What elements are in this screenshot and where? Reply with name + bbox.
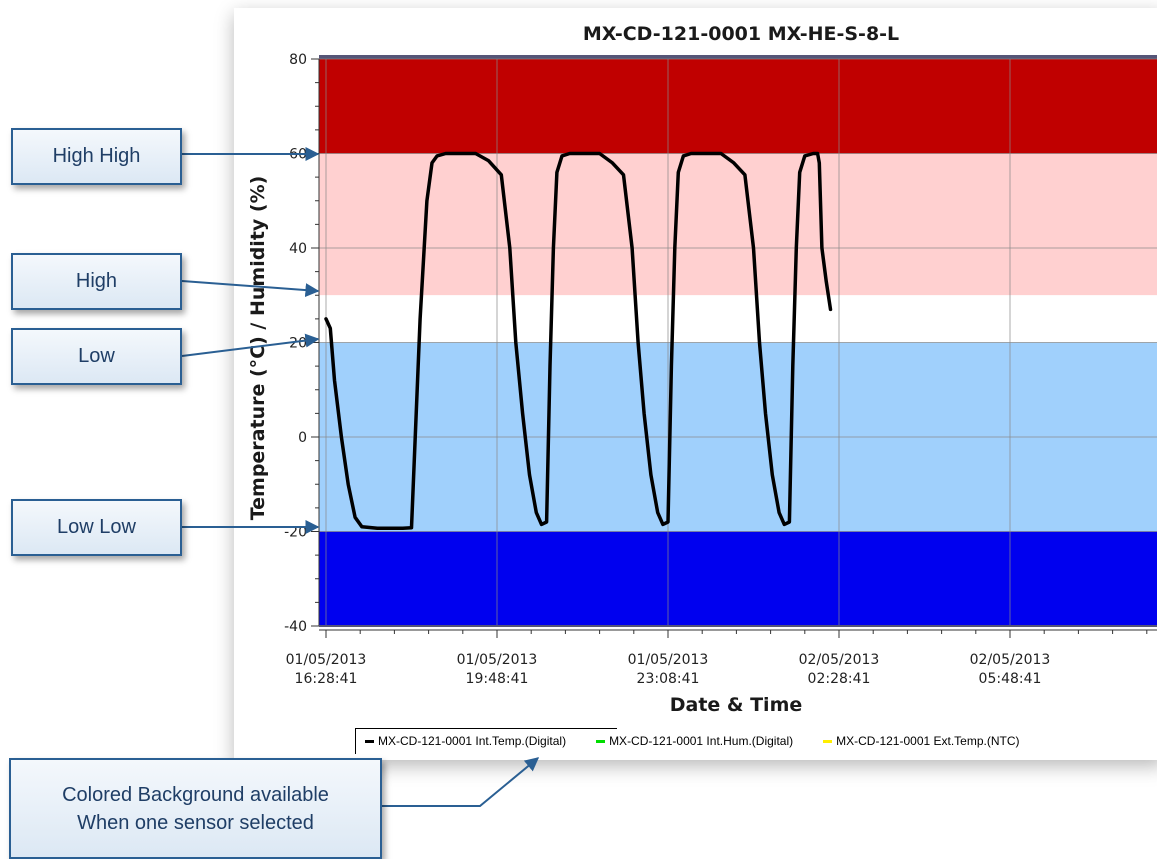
x-tick-label-date-0: 01/05/2013 — [286, 652, 367, 668]
x-tick-label-date-2: 01/05/2013 — [628, 652, 709, 668]
callout-low-low: Low Low — [11, 499, 182, 556]
legend-swatch — [365, 739, 374, 743]
arrow-note — [382, 757, 540, 807]
x-axis-label: Date & Time — [670, 694, 803, 716]
x-tick-label-date-4: 02/05/2013 — [970, 652, 1051, 668]
y-tick-label-5: -20 — [284, 525, 307, 541]
series-layer — [324, 151, 833, 530]
legend-swatch — [823, 739, 833, 743]
x-tick-label-date-3: 02/05/2013 — [799, 652, 880, 668]
legend-label: MX-CD-121-0001 Ext.Temp.(NTC) — [836, 734, 1020, 748]
plot-top-border — [319, 55, 1157, 59]
background-band-2 — [319, 295, 1157, 343]
note-line-1: Colored Background available — [62, 783, 329, 806]
callout-low: Low — [11, 328, 182, 385]
y-tick-label-3: 20 — [289, 336, 307, 352]
callout-high: High — [11, 253, 182, 310]
background-band-0 — [319, 59, 1157, 154]
y-tick-label-4: 0 — [298, 430, 307, 446]
note-line-2: When one sensor selected — [77, 811, 314, 834]
y-tick-label-0: 80 — [289, 52, 307, 68]
y-tick-label-6: -40 — [284, 619, 307, 635]
chart-title: MX-CD-121-0001 MX-HE-S-8-L — [583, 23, 899, 45]
legend-item-2: MX-CD-121-0001 Ext.Temp.(NTC) — [813, 734, 1020, 748]
legend-frame — [355, 728, 617, 754]
chart-panel: 80 60 40 20 0 -20 -40 01/05/2013 16:28:41 01/05/2… — [234, 8, 1157, 760]
background-bands — [319, 55, 1157, 626]
y-axis-label: Temperature (°C) / Humidity (%) — [247, 176, 269, 521]
x-tick-label-time-0: 16:28:41 — [295, 671, 358, 687]
y-tick-label-2: 40 — [289, 241, 307, 257]
legend-swatch — [596, 739, 606, 743]
legend-label: MX-CD-121-0001 Int.Temp.(Digital) — [378, 734, 567, 748]
chart-svg: 80 60 40 20 0 -20 -40 01/05/2013 16:28:41 01/05/2… — [247, 23, 1157, 716]
legend: MX-CD-121-0001 Int.Temp.(Digital) MX-CD-1… — [355, 728, 1040, 754]
legend-item-1: MX-CD-121-0001 Int.Hum.(Digital) — [586, 734, 793, 748]
x-tick-label-time-2: 23:08:41 — [637, 671, 700, 687]
axes: 80 60 40 20 0 -20 -40 01/05/2013 16:28:41 01/05/2… — [284, 52, 1157, 687]
legend-item-0: MX-CD-121-0001 Int.Temp.(Digital) — [355, 734, 566, 748]
background-band-4 — [319, 531, 1157, 626]
x-tick-label-time-4: 05:48:41 — [979, 671, 1042, 687]
x-tick-label-date-1: 01/05/2013 — [457, 652, 538, 668]
grid-lines — [319, 58, 1157, 627]
background-band-1 — [319, 153, 1157, 296]
series-line-0 — [324, 151, 833, 530]
y-tick-label-1: 60 — [289, 147, 307, 163]
callout-colored-background-note: Colored Background available When one se… — [9, 758, 382, 859]
x-tick-label-time-1: 19:48:41 — [466, 671, 529, 687]
x-tick-label-time-3: 02:28:41 — [808, 671, 871, 687]
callout-high-high: High High — [11, 128, 182, 185]
legend-label: MX-CD-121-0001 Int.Hum.(Digital) — [609, 734, 794, 748]
